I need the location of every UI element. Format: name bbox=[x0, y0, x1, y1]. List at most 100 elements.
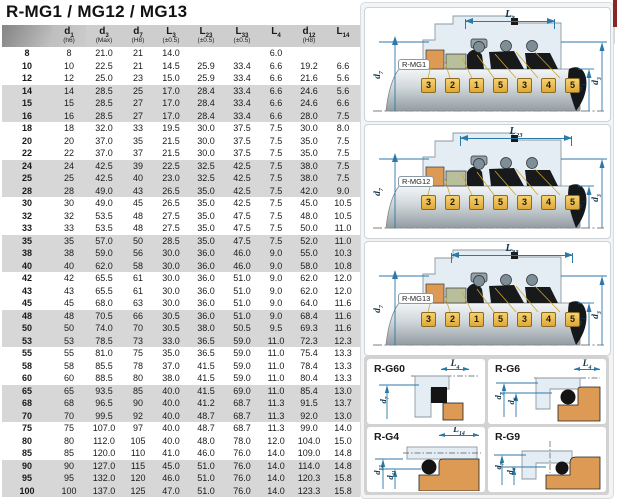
cell: 5.6 bbox=[326, 84, 360, 97]
cell: 97 bbox=[132, 423, 143, 433]
dimension-line-top: L14 bbox=[439, 427, 479, 437]
cell: 6.6 bbox=[326, 97, 360, 110]
cell: 37 bbox=[132, 148, 143, 158]
cell: 21.5 bbox=[162, 135, 180, 146]
cell: 76.0 bbox=[224, 459, 260, 472]
cell: 36.0 bbox=[188, 309, 224, 322]
cell: 51.0 bbox=[233, 298, 251, 308]
callout-number: 3 bbox=[421, 78, 436, 93]
row-size-label: 32 bbox=[21, 210, 32, 221]
callout-number: 5 bbox=[493, 312, 508, 327]
cell: 36.0 bbox=[188, 259, 224, 272]
cell: 14.8 bbox=[334, 448, 352, 458]
seat-card-name: R-G4 bbox=[374, 431, 400, 443]
cell: 57.0 bbox=[86, 234, 122, 247]
table-row: 43 43 65.5 61 30.0 36.0 51.0 9.0 62.0 12.0 bbox=[2, 285, 360, 298]
cell: 120.3 bbox=[292, 472, 326, 485]
row-size-label: 12 bbox=[21, 73, 32, 83]
cell: 90 bbox=[52, 459, 86, 472]
callout-number: 3 bbox=[517, 195, 532, 210]
cell: 48 bbox=[52, 309, 86, 322]
cell: 109.0 bbox=[297, 448, 321, 458]
cell: 43 bbox=[122, 184, 154, 197]
cell: 46.0 bbox=[154, 472, 188, 485]
cell: 9.0 bbox=[260, 259, 292, 272]
cell: 32.0 bbox=[95, 123, 113, 133]
cell: 28.5 bbox=[86, 84, 122, 97]
seat-card-name: R-G6 bbox=[495, 363, 521, 375]
cell: 7.5 bbox=[269, 148, 283, 158]
cell: 15.0 bbox=[334, 435, 352, 446]
cell: 13.3 bbox=[334, 348, 352, 358]
cell: 127.0 bbox=[86, 459, 122, 472]
cell: 33.0 bbox=[154, 334, 188, 347]
cell: 90 bbox=[122, 397, 154, 410]
table-row: 95 95 132.0 120 46.0 51.0 76.0 14.0 120.3 15.8 bbox=[2, 472, 360, 485]
cell: 10.5 bbox=[334, 210, 352, 221]
table-row: 80 80 112.0 105 40.0 48.0 78.0 12.0 104.0 15.0 bbox=[2, 435, 360, 448]
cell: 26.5 bbox=[162, 198, 180, 208]
cell: 32 bbox=[63, 210, 74, 221]
cell: 88.5 bbox=[95, 373, 113, 383]
cell: 42.5 bbox=[86, 172, 122, 185]
cell: 26.5 bbox=[154, 184, 188, 197]
table-row: 25 25 42.5 40 23.0 32.5 42.5 7.5 38.0 7.5 bbox=[2, 172, 360, 185]
column-header: d1 (h6) bbox=[52, 25, 86, 47]
cell: 40.0 bbox=[154, 397, 188, 410]
cell: 14.8 bbox=[326, 459, 360, 472]
cell: 33.4 bbox=[224, 97, 260, 110]
cell: 17.0 bbox=[154, 84, 188, 97]
cell: 14.0 bbox=[260, 484, 292, 497]
cell: 30.0 bbox=[300, 123, 318, 133]
cell: 7.5 bbox=[260, 159, 292, 172]
cell: 14.0 bbox=[260, 459, 292, 472]
column-header: L4 bbox=[260, 25, 292, 47]
cell: 30.0 bbox=[162, 285, 180, 296]
cell: 7.5 bbox=[336, 135, 350, 146]
row-size-label: 58 bbox=[21, 360, 32, 371]
cell: 49.0 bbox=[95, 198, 113, 208]
seat-card-name: R-G9 bbox=[495, 431, 521, 443]
cell: 10.8 bbox=[326, 259, 360, 272]
table-header-row: d1 (h6) d3 (Max) d7 (H8) L3 (±0.5) L23 (±0.5) L33(… bbox=[2, 25, 360, 47]
cell: 35.0 bbox=[162, 348, 180, 358]
row-size-label: 10 bbox=[21, 60, 32, 71]
cell: 27.5 bbox=[162, 223, 180, 233]
cell: 25.9 bbox=[197, 73, 215, 83]
cell: 48.7 bbox=[197, 423, 215, 433]
cell: 48 bbox=[132, 223, 143, 233]
cell: 14.0 bbox=[162, 48, 180, 58]
cell: 11.0 bbox=[334, 223, 352, 233]
cell: 39 bbox=[122, 159, 154, 172]
cell: 132.0 bbox=[86, 472, 122, 485]
cell: 41.5 bbox=[197, 360, 215, 371]
cell: 35.0 bbox=[300, 135, 318, 146]
cell: 28.4 bbox=[188, 97, 224, 110]
cell: 9.0 bbox=[269, 285, 283, 296]
cell: 11.3 bbox=[260, 397, 292, 410]
callout-number: 5 bbox=[493, 78, 508, 93]
cell: 112.0 bbox=[93, 435, 115, 446]
cell: 14.0 bbox=[267, 448, 285, 458]
cell: 35 bbox=[132, 135, 143, 146]
cell: 28.0 bbox=[292, 109, 326, 122]
table-row: 48 48 70.5 66 30.5 36.0 51.0 9.0 68.4 11.6 bbox=[2, 309, 360, 322]
cell: 59.0 bbox=[224, 334, 260, 347]
row-size-label: 70 bbox=[2, 409, 52, 422]
cell: 7.5 bbox=[336, 148, 350, 158]
cell: 37.5 bbox=[233, 123, 251, 133]
cell: 53.5 bbox=[95, 210, 113, 221]
cell: 42.5 bbox=[86, 159, 122, 172]
row-size-label: 50 bbox=[2, 322, 52, 335]
table-row: 28 28 49.0 43 26.5 35.0 42.5 7.5 42.0 9.0 bbox=[2, 184, 360, 197]
table-row: 12 12 25.0 23 15.0 25.9 33.4 6.6 21.6 5.6 bbox=[2, 72, 360, 85]
table-row: 60 60 88.5 80 38.0 41.5 59.0 11.0 80.4 13.3 bbox=[2, 372, 360, 385]
dimension-label-l23: L23 bbox=[509, 126, 523, 140]
cell: 80 bbox=[63, 435, 74, 446]
table-row: 18 18 32.0 33 19.5 30.0 37.5 7.5 30.0 8.0 bbox=[2, 122, 360, 135]
cell: 68 bbox=[52, 397, 86, 410]
cell: 7.5 bbox=[269, 135, 283, 146]
cell: 85.4 bbox=[292, 384, 326, 397]
cell: 33 bbox=[132, 123, 143, 133]
cell: 40.0 bbox=[154, 384, 188, 397]
